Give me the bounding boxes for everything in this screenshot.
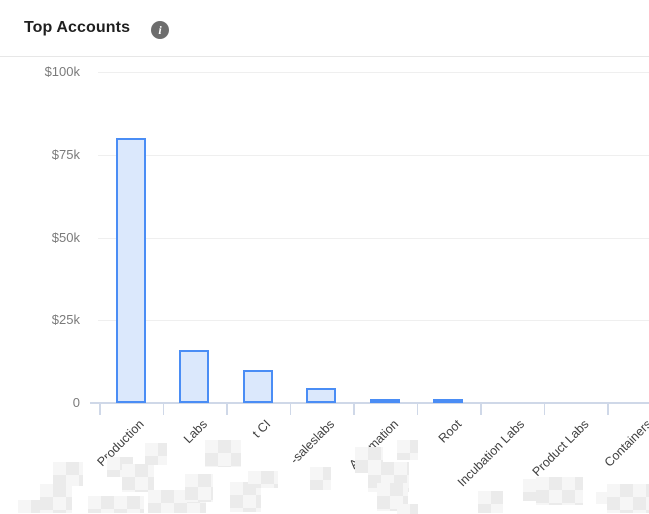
redaction-blur — [397, 504, 418, 514]
x-axis-tick — [162, 404, 164, 415]
x-axis-baseline — [90, 402, 649, 404]
x-axis-tick — [607, 404, 609, 415]
bar-labs[interactable] — [179, 350, 210, 403]
y-axis-tick-label: $75k — [51, 146, 80, 162]
x-axis-category-label: Containers — [602, 417, 649, 470]
redaction-blur — [18, 500, 44, 513]
x-axis-category-label: -saleslabs — [287, 417, 338, 467]
redaction-blur — [607, 484, 649, 513]
redaction-blur — [205, 440, 241, 467]
y-axis-tick-label: $100k — [44, 64, 80, 79]
x-axis-category-label: Incubation Labs — [455, 417, 528, 490]
page-title: Top Accounts — [24, 19, 131, 36]
redaction-blur — [478, 491, 503, 513]
gridline — [98, 320, 649, 322]
bar-automation[interactable] — [369, 399, 400, 404]
x-axis-tick — [226, 404, 228, 415]
redaction-blur — [53, 462, 83, 486]
x-axis-category-label: Product Labs — [529, 417, 592, 479]
redaction-blur — [248, 471, 278, 488]
redaction-blur — [397, 440, 418, 460]
redaction-blur — [122, 464, 154, 492]
x-axis-tick — [99, 404, 101, 415]
x-axis-tick — [353, 404, 355, 415]
x-axis-tick — [543, 404, 545, 415]
redaction-blur — [596, 492, 610, 504]
y-axis-tick-label: 0 — [72, 395, 80, 410]
redaction-blur — [145, 443, 167, 465]
info-icon[interactable]: i — [151, 21, 169, 39]
x-axis-category-label: Root — [435, 417, 465, 446]
bar-root[interactable] — [433, 399, 464, 404]
y-axis-tick-label: $50k — [51, 229, 80, 245]
redaction-blur — [536, 477, 583, 505]
bar-t-ci[interactable] — [242, 369, 273, 403]
gridline — [98, 237, 649, 239]
gridline — [98, 72, 649, 73]
redaction-blur — [185, 474, 213, 502]
x-axis-tick — [416, 404, 418, 415]
x-axis-tick — [480, 404, 482, 415]
x-axis-tick — [289, 404, 291, 415]
panel-header: Top Accounts i — [0, 0, 649, 56]
redaction-blur — [40, 484, 72, 513]
gridline — [98, 154, 649, 156]
x-axis-category-label: t CI — [249, 417, 274, 441]
header-divider — [0, 56, 649, 57]
redaction-blur — [88, 496, 144, 513]
bar-production[interactable] — [115, 138, 146, 403]
y-axis-tick-label: $25k — [51, 312, 80, 328]
redaction-blur — [310, 467, 331, 490]
bar--saleslabs[interactable] — [306, 388, 337, 403]
